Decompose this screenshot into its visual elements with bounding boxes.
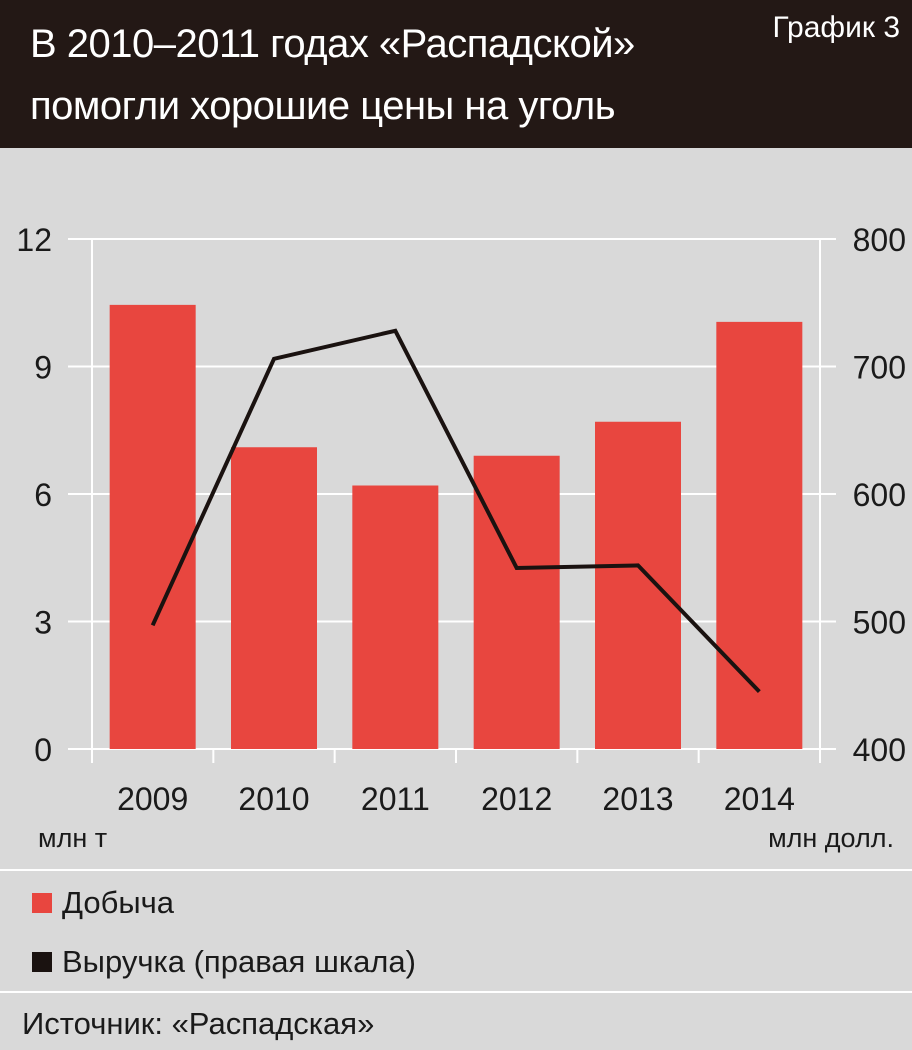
bar-2014 xyxy=(716,321,803,749)
left-tick-label-4: 12 xyxy=(16,222,52,258)
right-tick-label-2: 600 xyxy=(853,477,906,513)
chart-number: График 3 xyxy=(772,11,900,44)
legend-line-swatch xyxy=(32,952,52,972)
bar-2010 xyxy=(231,447,317,749)
source-note: Источник: «Распадская» xyxy=(22,1006,375,1041)
left-tick-label-1: 3 xyxy=(34,605,52,641)
x-tick-label-2013: 2013 xyxy=(602,781,673,817)
legend-bar-swatch xyxy=(32,893,52,913)
bar-2012 xyxy=(473,455,560,749)
legend-divider-bottom xyxy=(0,991,912,993)
x-tick-label-2010: 2010 xyxy=(238,781,309,817)
bar-2011 xyxy=(352,485,439,749)
legend-divider-top xyxy=(0,869,912,871)
legend-item-production: Добыча xyxy=(32,883,174,923)
revenue-production-chart: 0 3 6 9 12 400 500 600 700 800 2009 2010 2011 2012 201… xyxy=(16,222,906,817)
left-tick-label-3: 9 xyxy=(34,350,52,386)
legend-production-label: Добыча xyxy=(62,885,175,920)
chart-title-line-2: помогли хорошие цены на уголь xyxy=(30,84,616,128)
legend-item-revenue: Выручка (правая шкала) xyxy=(32,942,416,982)
x-tick-label-2012: 2012 xyxy=(481,781,552,817)
chart-header: В 2010–2011 годах «Распадской» помогли х… xyxy=(0,0,912,148)
left-tick-label-0: 0 xyxy=(34,732,52,768)
right-tick-label-0: 400 xyxy=(853,732,906,768)
right-tick-label-1: 500 xyxy=(853,605,906,641)
chart-title-line-1: В 2010–2011 годах «Распадской» xyxy=(30,22,635,66)
bar-2009 xyxy=(109,304,196,749)
right-tick-label-4: 800 xyxy=(853,222,906,258)
right-tick-label-3: 700 xyxy=(853,350,906,386)
right-axis-unit: млн долл. xyxy=(768,823,894,853)
bar-2013 xyxy=(595,421,681,749)
left-axis-unit: млн т xyxy=(38,823,108,853)
legend-revenue-label: Выручка (правая шкала) xyxy=(62,944,416,979)
x-tick-label-2009: 2009 xyxy=(117,781,188,817)
x-tick-label-2014: 2014 xyxy=(724,781,795,817)
x-tick-label-2011: 2011 xyxy=(361,781,430,817)
left-tick-label-2: 6 xyxy=(34,477,52,513)
revenue-line xyxy=(150,328,761,694)
